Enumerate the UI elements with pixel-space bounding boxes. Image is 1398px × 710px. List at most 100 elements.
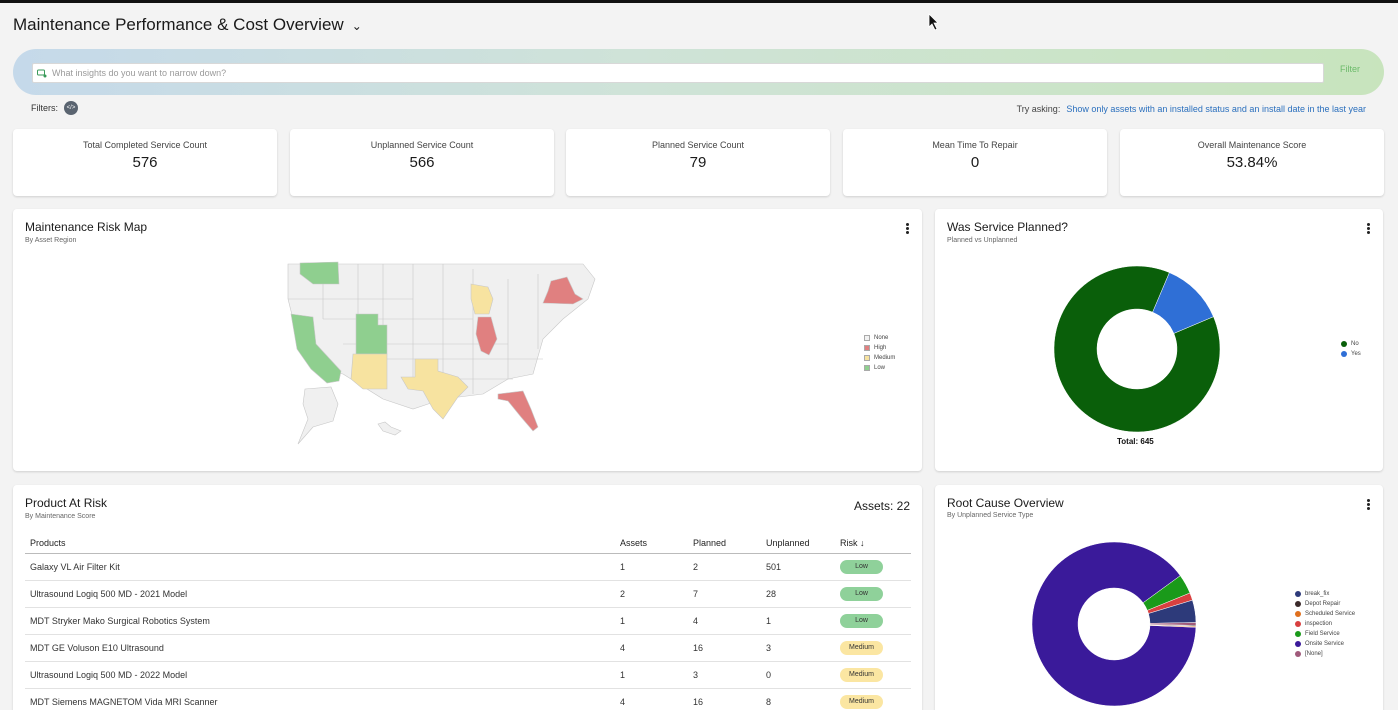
legend-label: Low <box>874 365 886 371</box>
column-header-risk[interactable]: Risk ↓ <box>835 533 911 554</box>
legend-item[interactable]: No <box>1341 339 1361 349</box>
card-title: Root Cause Overview <box>947 496 1064 510</box>
kpi-value: 0 <box>970 154 980 171</box>
state-ca[interactable] <box>290 313 342 384</box>
legend-item[interactable]: Field Service <box>1295 629 1355 639</box>
risk-map-legend: None High Medium Low <box>864 333 895 373</box>
kpi-card-unplanned: Unplanned Service Count 566 <box>290 129 554 196</box>
legend-dot <box>1295 591 1301 597</box>
us-risk-map[interactable] <box>283 259 603 449</box>
search-box[interactable] <box>32 63 1324 83</box>
legend-item[interactable]: None <box>864 333 895 343</box>
cell-assets: 4 <box>615 634 688 662</box>
legend-item[interactable]: Onsite Service <box>1295 639 1355 649</box>
kpi-label: Mean Time To Repair <box>932 140 1018 150</box>
more-options-icon[interactable] <box>1367 223 1371 235</box>
suggestion-link[interactable]: Show only assets with an installed statu… <box>1066 104 1366 114</box>
cell-risk: Medium <box>835 634 911 662</box>
state-hi[interactable] <box>377 421 402 436</box>
more-options-icon[interactable] <box>906 223 910 235</box>
legend-dot <box>1341 351 1347 357</box>
legend-item[interactable]: Scheduled Service <box>1295 609 1355 619</box>
cell-product: Ultrasound Logiq 500 MD - 2021 Model <box>25 580 615 608</box>
cell-risk: Medium <box>835 688 911 710</box>
kpi-value: 53.84% <box>1226 154 1278 171</box>
cell-product: MDT GE Voluson E10 Ultrasound <box>25 634 615 662</box>
kpi-value: 79 <box>689 154 707 171</box>
column-header-assets[interactable]: Assets <box>615 533 688 554</box>
legend-item[interactable]: High <box>864 343 895 353</box>
card-subtitle: By Asset Region <box>25 237 77 244</box>
legend-label: Depot Repair <box>1305 601 1341 607</box>
kpi-card-maintenance-score: Overall Maintenance Score 53.84% <box>1120 129 1384 196</box>
state-fl[interactable] <box>497 390 539 432</box>
cell-planned: 4 <box>688 607 761 635</box>
risk-map-card: Maintenance Risk Map By Asset Region <box>13 209 922 471</box>
legend-item[interactable]: break_fix <box>1295 589 1355 599</box>
state-wa[interactable] <box>299 261 340 285</box>
cell-product: MDT Siemens MAGNETOM Vida MRI Scanner <box>25 688 615 710</box>
cell-risk: Low <box>835 607 911 635</box>
cell-unplanned: 1 <box>761 607 835 635</box>
filter-button[interactable]: Filter <box>1340 64 1360 74</box>
donut-slice-scheduled-service[interactable] <box>1149 624 1197 628</box>
dashboard-title[interactable]: Maintenance Performance & Cost Overview … <box>13 15 362 35</box>
product-risk-table: Products Assets Planned Unplanned Risk ↓… <box>25 533 911 710</box>
legend-item[interactable]: inspection <box>1295 619 1355 629</box>
cell-risk: Medium <box>835 661 911 689</box>
code-filter-icon[interactable]: </> <box>64 101 78 115</box>
legend-dot <box>1341 341 1347 347</box>
cell-planned: 16 <box>688 634 761 662</box>
legend-label: None <box>874 335 889 341</box>
legend-swatch <box>864 365 870 371</box>
legend-item[interactable]: Medium <box>864 353 895 363</box>
column-header-unplanned[interactable]: Unplanned <box>761 533 835 554</box>
cell-planned: 3 <box>688 661 761 689</box>
cell-product: Ultrasound Logiq 500 MD - 2022 Model <box>25 661 615 689</box>
legend-item[interactable]: Depot Repair <box>1295 599 1355 609</box>
column-header-planned[interactable]: Planned <box>688 533 761 554</box>
state-il[interactable] <box>475 316 498 356</box>
table-row[interactable]: MDT Siemens MAGNETOM Vida MRI Scanner 4 16… <box>25 688 911 710</box>
donut-slice-onsite-service[interactable] <box>1031 541 1197 707</box>
legend-item[interactable]: Low <box>864 363 895 373</box>
table-row[interactable]: MDT Stryker Mako Surgical Robotics Syste… <box>25 607 911 635</box>
cell-planned: 2 <box>688 553 761 581</box>
cell-unplanned: 501 <box>761 553 835 581</box>
donut-slice-yes[interactable] <box>1152 272 1214 334</box>
table-row[interactable]: Galaxy VL Air Filter Kit 1 2 501 Low <box>25 553 911 581</box>
insights-search-bar: Filter <box>13 49 1384 95</box>
legend-item[interactable]: Yes <box>1341 349 1361 359</box>
card-title: Maintenance Risk Map <box>25 220 148 234</box>
legend-dot <box>1295 651 1301 657</box>
table-row[interactable]: MDT GE Voluson E10 Ultrasound 4 16 3 Medium <box>25 634 911 662</box>
table-row[interactable]: Ultrasound Logiq 500 MD - 2022 Model 1 3 0 M… <box>25 661 911 689</box>
chevron-down-icon[interactable]: ⌄ <box>351 19 362 33</box>
kpi-label: Total Completed Service Count <box>82 140 208 150</box>
state-tx[interactable] <box>400 358 469 420</box>
state-az[interactable] <box>350 353 388 390</box>
kpi-label: Overall Maintenance Score <box>1197 140 1307 150</box>
legend-label: High <box>874 345 887 351</box>
column-header-products[interactable]: Products <box>25 533 615 554</box>
kpi-card-total-completed: Total Completed Service Count 576 <box>13 129 277 196</box>
table-row[interactable]: Ultrasound Logiq 500 MD - 2021 Model 2 7 28… <box>25 580 911 608</box>
state-ak[interactable] <box>297 386 339 445</box>
root-cause-donut[interactable] <box>1031 541 1197 707</box>
service-planned-donut[interactable] <box>1053 265 1221 433</box>
state-ny[interactable] <box>542 276 584 305</box>
more-options-icon[interactable] <box>1367 499 1371 511</box>
legend-label: Medium <box>874 355 896 361</box>
state-wi[interactable] <box>470 283 494 315</box>
cell-unplanned: 3 <box>761 634 835 662</box>
search-input[interactable] <box>52 68 1323 78</box>
legend-label: Field Service <box>1305 631 1340 637</box>
legend-item[interactable]: [None] <box>1295 649 1355 659</box>
risk-badge: Low <box>840 586 883 601</box>
donut-slice-no[interactable] <box>1053 265 1221 433</box>
root-cause-legend: break_fix Depot Repair Scheduled Service in… <box>1295 589 1355 659</box>
risk-badge: Medium <box>840 640 883 655</box>
mouse-cursor-icon <box>928 13 939 31</box>
kpi-label: Planned Service Count <box>651 140 745 150</box>
filters-label: Filters: <box>31 103 58 113</box>
